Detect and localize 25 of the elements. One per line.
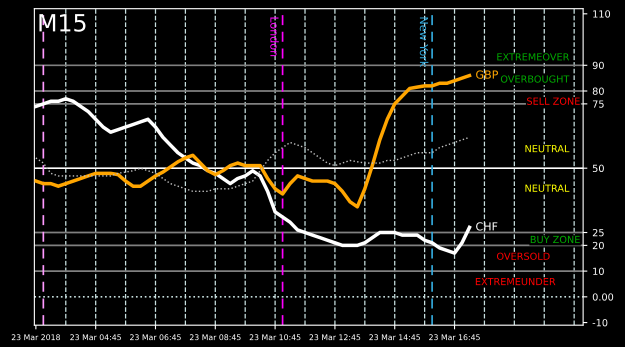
y-tick-label: -10 — [592, 319, 608, 326]
annotation: SELL ZONE — [527, 98, 580, 105]
annotation: EXTREMEOVER — [497, 53, 570, 61]
annotation: OVERBOUGHT — [500, 75, 570, 83]
y-tick-label: 10 — [593, 268, 604, 275]
series-label: CHF — [476, 222, 498, 231]
y-tick-label: 110 — [593, 10, 610, 18]
y-tick-label: 80 — [592, 87, 604, 95]
y-tick-label: 75 — [592, 100, 604, 108]
chart-title: M15 — [39, 14, 86, 32]
line-series — [35, 136, 470, 192]
line-series — [34, 74, 472, 209]
annotation: NEUTRAL — [525, 145, 570, 152]
y-tick-label: 20 — [592, 242, 604, 250]
annotation: EXTREMEUNDER — [476, 278, 556, 286]
annotation: London — [270, 17, 279, 56]
y-tick-label: 25 — [592, 228, 604, 236]
annotation: NEUTRAL — [525, 184, 570, 192]
annotation: New York — [420, 17, 428, 68]
annotation: BUY ZONE — [530, 236, 580, 244]
y-tick-label: 90 — [592, 62, 604, 70]
y-tick-label: 0.00 — [592, 293, 614, 301]
y-tick-label: 50 — [592, 164, 604, 172]
annotation: OVERSOLD — [496, 252, 550, 260]
series-label: GBP — [476, 70, 498, 79]
